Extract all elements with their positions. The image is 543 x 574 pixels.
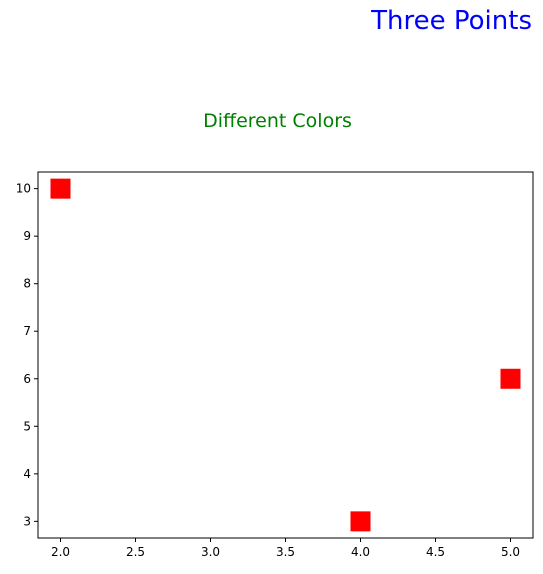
- y-ticks: 3 4 5 6 7 8 9 10: [16, 182, 38, 528]
- plot-frame: [37, 171, 534, 539]
- y-tick-label: 3: [23, 514, 31, 528]
- data-point-2: [350, 511, 371, 532]
- y-tick-label: 4: [23, 467, 31, 481]
- y-tick-label: 5: [23, 419, 31, 433]
- x-tick-label: 4.0: [351, 545, 370, 559]
- axes-title: Different Colors: [203, 110, 352, 132]
- y-tick-label: 9: [23, 229, 31, 243]
- data-point-3: [500, 368, 521, 389]
- x-tick-label: 4.5: [426, 545, 445, 559]
- data-points: [50, 178, 521, 532]
- y-tick-label: 6: [23, 372, 31, 386]
- figure-suptitle: Three Points: [371, 6, 532, 36]
- data-point-1: [50, 178, 71, 199]
- x-ticks: 2.0 2.5 3.0 3.5 4.0 4.5 5.0: [51, 538, 520, 559]
- y-tick-label: 8: [23, 277, 31, 291]
- y-tick-label: 10: [16, 182, 31, 196]
- x-tick-label: 2.5: [126, 545, 145, 559]
- x-tick-label: 2.0: [51, 545, 70, 559]
- x-tick-label: 3.5: [276, 545, 295, 559]
- y-tick-label: 7: [23, 324, 31, 338]
- x-tick-label: 3.0: [201, 545, 220, 559]
- x-tick-label: 5.0: [501, 545, 520, 559]
